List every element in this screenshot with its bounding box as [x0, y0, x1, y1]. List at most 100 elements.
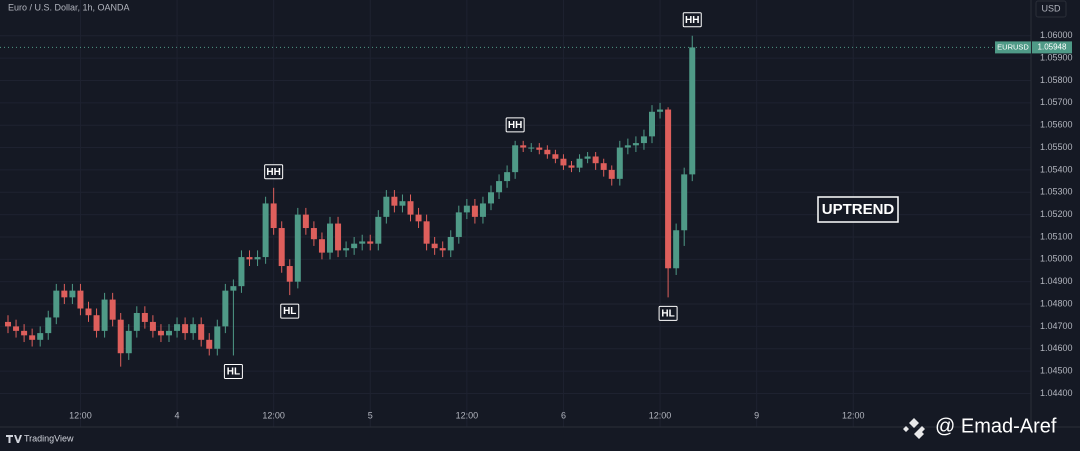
- candle-body: [246, 257, 253, 260]
- candle-body: [214, 326, 221, 349]
- candle-body: [141, 312, 148, 322]
- candle-body: [616, 147, 623, 179]
- candle-body: [415, 214, 422, 222]
- watermark-group: @ Emad-Aref: [903, 415, 1057, 439]
- currency: USD: [1041, 3, 1061, 13]
- candle-body: [302, 214, 309, 229]
- x-tick-label: 12:00: [69, 410, 92, 420]
- swing-label: HH: [508, 120, 522, 131]
- watermark-logo: [903, 418, 925, 439]
- candle-body: [318, 239, 325, 253]
- y-tick-label: 1.05200: [1040, 209, 1073, 219]
- candle-body: [383, 196, 390, 217]
- candle-body: [13, 326, 20, 331]
- y-tick-label: 1.04600: [1040, 343, 1073, 353]
- candle-body: [93, 315, 100, 331]
- brand-name: TradingView: [24, 433, 74, 443]
- candle-body: [53, 290, 60, 318]
- currency-box: [1035, 0, 1067, 18]
- x-tick-label: 12:00: [842, 410, 865, 420]
- candle-body: [109, 299, 116, 320]
- candle-body: [5, 321, 11, 327]
- trend-label: UPTREND: [822, 201, 895, 218]
- swing-box: [280, 303, 300, 319]
- candle-body: [294, 214, 301, 282]
- candle-body: [665, 109, 672, 269]
- x-tick-label: 12:00: [262, 410, 285, 420]
- candle-body: [29, 335, 36, 340]
- candle-body: [496, 181, 503, 193]
- swing-box: [658, 305, 678, 321]
- y-tick-label: 1.05300: [1040, 187, 1073, 197]
- candle-body: [206, 339, 213, 349]
- watermark: @ Emad-Aref: [935, 415, 1057, 437]
- y-tick-label: 1.05100: [1040, 231, 1073, 241]
- candle-body: [624, 145, 631, 148]
- y-tick-label: 1.04500: [1040, 365, 1073, 375]
- y-tick-label: 1.04700: [1040, 321, 1073, 331]
- brand-logo: [6, 435, 22, 443]
- candle-body: [479, 203, 486, 217]
- candle-body: [528, 147, 535, 149]
- y-tick-label: 1.06000: [1040, 30, 1073, 40]
- candle-body: [230, 286, 237, 291]
- candle-body: [351, 243, 358, 249]
- candle-body: [568, 165, 575, 168]
- candle-body: [600, 163, 607, 170]
- candle-body: [463, 205, 470, 213]
- candle-body: [423, 221, 430, 244]
- candle-body: [238, 257, 245, 287]
- candle-body: [592, 156, 599, 164]
- candle-body: [673, 230, 680, 269]
- swing-label: HH: [685, 15, 699, 26]
- candle-body: [447, 236, 454, 251]
- candle-body: [198, 324, 205, 340]
- candle-body: [391, 196, 398, 206]
- last-price-label: 1.05948: [1038, 43, 1067, 52]
- candle-body: [37, 333, 44, 340]
- candle-body: [640, 136, 647, 144]
- price-tag: [1032, 41, 1072, 54]
- candle-body: [286, 266, 293, 282]
- candle-body: [608, 169, 615, 179]
- candle-body: [536, 147, 543, 150]
- candle-body: [262, 203, 269, 258]
- y-tick-label: 1.05700: [1040, 97, 1073, 107]
- candle-body: [278, 228, 285, 267]
- candle-body: [544, 149, 551, 155]
- swing-box: [682, 12, 702, 28]
- candle-body: [657, 109, 664, 112]
- candle-body: [488, 192, 494, 204]
- candle-body: [512, 145, 519, 173]
- candle-body: [133, 312, 140, 331]
- y-tick-label: 1.05900: [1040, 53, 1073, 63]
- candle-body: [45, 317, 52, 334]
- candle-body: [552, 154, 559, 159]
- candle-body: [61, 290, 68, 298]
- candle-body: [689, 47, 696, 175]
- candle-body: [399, 201, 406, 206]
- candle-body: [69, 290, 76, 298]
- brand: TradingView: [6, 433, 74, 443]
- candle-body: [359, 241, 366, 244]
- y-tick-label: 1.04900: [1040, 276, 1073, 286]
- candle-body: [431, 243, 438, 249]
- swing-label: HH: [266, 167, 280, 178]
- y-tick-label: 1.05600: [1040, 120, 1073, 130]
- swing-label: HL: [227, 367, 240, 378]
- candle-body: [455, 212, 462, 237]
- x-tick-label: 12:00: [649, 410, 672, 420]
- swing-label: HL: [283, 306, 296, 317]
- y-tick-label: 1.05800: [1040, 75, 1073, 85]
- x-tick-label: 6: [561, 410, 566, 420]
- candle-body: [270, 203, 277, 229]
- candle-body: [681, 174, 688, 231]
- swing-box: [223, 363, 243, 379]
- candle-body: [504, 172, 511, 182]
- x-tick-label: 9: [754, 410, 759, 420]
- swing-label: HL: [661, 308, 674, 319]
- y-tick-label: 1.05500: [1040, 142, 1073, 152]
- candle-body: [21, 330, 28, 336]
- candle-body: [560, 158, 567, 166]
